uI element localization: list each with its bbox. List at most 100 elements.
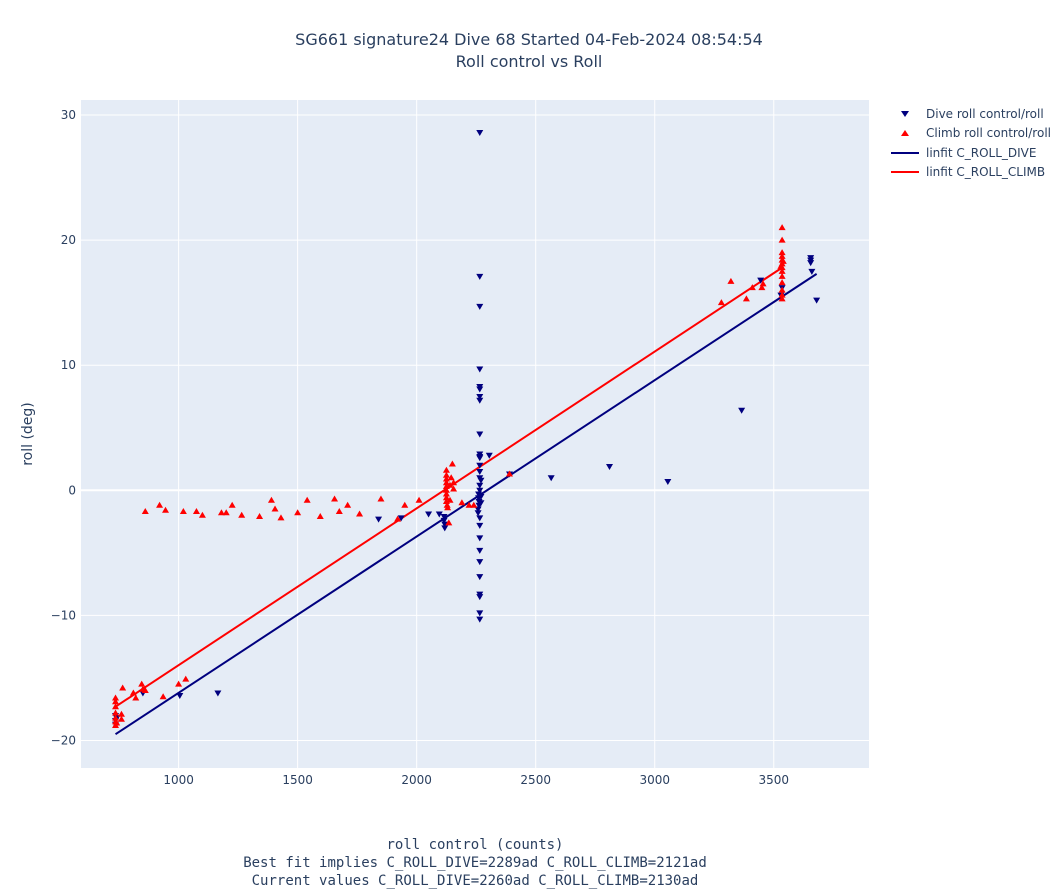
dive-point xyxy=(441,521,449,528)
climb-point xyxy=(228,501,236,508)
dive-point xyxy=(476,469,484,476)
climb-point xyxy=(758,284,766,291)
climb-point xyxy=(446,481,454,488)
fit-line xyxy=(114,273,818,736)
legend-item-climb-fit[interactable]: linfit C_ROLL_CLIMB xyxy=(890,163,1051,183)
dive-point xyxy=(476,535,484,542)
climb-point xyxy=(112,703,120,710)
dive-point xyxy=(476,303,484,310)
climb-point xyxy=(112,694,120,701)
climb-point xyxy=(294,509,302,516)
climb-point xyxy=(182,675,190,682)
dive-point xyxy=(176,692,184,699)
climb-point xyxy=(394,515,402,522)
climb-point xyxy=(159,693,167,700)
dive-point xyxy=(813,297,821,304)
dive-point xyxy=(440,514,448,521)
legend-label: Dive roll control/roll xyxy=(926,106,1044,121)
dive-point xyxy=(477,477,485,484)
climb-point xyxy=(443,501,451,508)
climb-point xyxy=(458,499,466,506)
climb-point xyxy=(415,496,423,503)
dive-point xyxy=(476,366,484,373)
y-tick-label: −20 xyxy=(51,733,76,747)
dive-point xyxy=(440,517,448,524)
climb-point xyxy=(447,474,455,481)
climb-point xyxy=(759,280,767,287)
climb-point xyxy=(778,279,786,286)
dive-point xyxy=(476,547,484,554)
climb-point xyxy=(778,272,786,279)
dive-point xyxy=(476,616,484,623)
climb-point xyxy=(442,471,450,478)
dive-point xyxy=(606,464,614,471)
climb-point xyxy=(112,709,120,716)
chart-title: SG661 signature24 Dive 68 Started 04-Feb… xyxy=(295,30,763,49)
legend-item-dive-fit[interactable]: linfit C_ROLL_DIVE xyxy=(890,143,1051,163)
climb-point xyxy=(344,501,352,508)
climb-point xyxy=(748,284,756,291)
climb-point xyxy=(222,509,230,516)
marker-layer xyxy=(112,130,821,728)
x-tick-label: 3000 xyxy=(639,773,670,787)
dive-point xyxy=(474,510,482,517)
climb-point xyxy=(442,466,450,473)
dive-point xyxy=(807,260,815,267)
climb-point xyxy=(450,479,458,486)
climb-point xyxy=(141,508,149,515)
climb-point xyxy=(112,698,120,705)
dive-point xyxy=(757,277,765,284)
dive-point xyxy=(441,525,449,532)
climb-point xyxy=(717,299,725,306)
climb-point xyxy=(778,252,786,259)
climb-point xyxy=(267,496,275,503)
dive-point xyxy=(476,487,484,494)
climb-point xyxy=(156,501,164,508)
y-tick-label: 30 xyxy=(61,108,76,122)
tick-label-layer: 1000 1500 2000 2500 3000 3500 −20 −10 0 10 20 30 xyxy=(51,108,789,787)
dive-point xyxy=(476,574,484,581)
dive-point xyxy=(476,462,484,469)
line-icon xyxy=(891,151,919,154)
climb-point xyxy=(778,249,786,256)
best-fit-note: Best fit implies C_ROLL_DIVE=2289ad C_RO… xyxy=(243,855,707,871)
climb-point xyxy=(470,501,478,508)
chart-subtitle: Roll control vs Roll xyxy=(455,52,603,71)
dive-point xyxy=(476,482,484,489)
dive-point xyxy=(485,452,493,459)
climb-point xyxy=(331,495,339,502)
triangle-down-icon xyxy=(901,110,909,117)
climb-point xyxy=(271,505,279,512)
climb-point xyxy=(175,680,183,687)
current-values-note: Current values C_ROLL_DIVE=2260ad C_ROLL… xyxy=(251,873,699,889)
climb-point xyxy=(303,496,311,503)
climb-point xyxy=(377,495,385,502)
dive-point xyxy=(476,397,484,404)
climb-point xyxy=(113,719,121,726)
dive-point xyxy=(375,516,383,523)
climb-point xyxy=(117,710,125,717)
grid-layer xyxy=(81,100,869,768)
dive-point xyxy=(476,515,484,522)
climb-point xyxy=(138,680,146,687)
legend-item-climb-points[interactable]: Climb roll control/roll xyxy=(890,124,1051,144)
climb-point xyxy=(162,506,170,513)
climb-point xyxy=(448,460,456,467)
legend-label: linfit C_ROLL_DIVE xyxy=(926,145,1037,160)
climb-point xyxy=(777,262,785,269)
legend-item-dive-points[interactable]: Dive roll control/roll xyxy=(890,104,1051,124)
x-tick-label: 3500 xyxy=(759,773,790,787)
dive-point xyxy=(476,610,484,617)
climb-point xyxy=(119,684,127,691)
dive-point xyxy=(476,594,484,601)
climb-point xyxy=(117,715,125,722)
x-tick-label: 1000 xyxy=(163,773,194,787)
dive-point xyxy=(476,431,484,438)
climb-point xyxy=(450,485,458,492)
dive-point xyxy=(476,386,484,393)
legend[interactable]: Dive roll control/roll Climb roll contro… xyxy=(890,104,1051,182)
climb-point xyxy=(129,689,137,696)
climb-point xyxy=(442,486,450,493)
triangle-up-icon xyxy=(901,130,909,137)
